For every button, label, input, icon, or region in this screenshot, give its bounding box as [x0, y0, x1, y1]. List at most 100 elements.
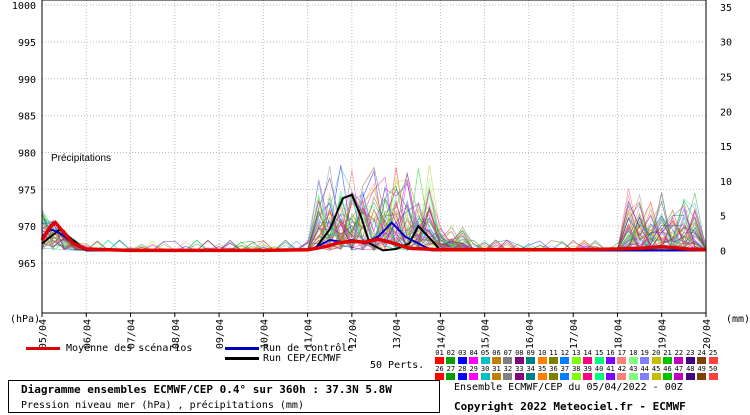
x-tick-label: 16/04: [525, 319, 536, 349]
right-tick-label: 15: [720, 142, 732, 153]
x-tick-label: 17/04: [569, 319, 580, 349]
swatch-03: 03: [458, 349, 467, 357]
swatch-color-33: [514, 373, 524, 380]
swatch-40: 40: [594, 365, 604, 373]
swatch-27: 27: [446, 365, 456, 373]
swatch-44: 44: [640, 365, 649, 373]
copyright: Copyright 2022 Meteociel.fr - ECMWF: [454, 400, 686, 413]
x-tick-label: 06/04: [82, 319, 93, 349]
swatch-color-36: [549, 373, 558, 380]
x-tick-label: 13/04: [392, 319, 403, 349]
swatch-43: 43: [629, 365, 638, 373]
left-tick-label: 990: [18, 75, 36, 86]
chart-grid: [41, 0, 707, 313]
swatch-47: 47: [674, 365, 684, 373]
swatch-color-10: [537, 357, 547, 364]
swatch-color-02: [446, 357, 456, 364]
legend-cep-label: Run CEP/ECMWF: [263, 353, 342, 364]
x-tick-label: 18/04: [613, 319, 624, 349]
swatch-29: 29: [469, 365, 478, 373]
swatch-20: 20: [651, 349, 661, 357]
swatch-38: 38: [572, 365, 581, 373]
right-tick-label: 5: [720, 212, 726, 223]
swatch-34: 34: [526, 365, 535, 373]
swatch-45: 45: [651, 365, 661, 373]
swatch-color-29: [469, 373, 479, 380]
ensemble-mean-line: [40, 220, 707, 253]
swatch-26: 26: [435, 365, 444, 373]
swatch-color-39: [583, 373, 593, 380]
x-tick-label: 20/04: [702, 319, 713, 349]
swatch-color-11: [549, 357, 558, 364]
swatch-30: 30: [480, 365, 490, 373]
swatch-46: 46: [663, 365, 672, 373]
swatch-07: 07: [503, 349, 513, 357]
swatch-color-41: [606, 373, 615, 380]
swatch-color-13: [571, 357, 581, 364]
swatch-color-44: [640, 373, 650, 380]
swatch-15: 15: [594, 349, 604, 357]
swatch-37: 37: [560, 365, 570, 373]
swatch-19: 19: [640, 349, 649, 357]
swatch-24: 24: [697, 349, 706, 357]
swatch-50: 50: [708, 365, 718, 373]
swatch-color-19: [640, 357, 650, 364]
swatch-color-43: [628, 373, 638, 380]
swatch-32: 32: [503, 365, 513, 373]
swatch-color-18: [628, 357, 638, 364]
swatch-14: 14: [583, 349, 592, 357]
swatch-28: 28: [458, 365, 467, 373]
right-axis-unit: (mm): [726, 314, 750, 325]
x-tick-label: 07/04: [127, 319, 138, 349]
legend-control: Run de contrôle: [225, 343, 353, 354]
left-tick-label: 970: [18, 222, 36, 233]
left-tick-label: 985: [18, 112, 36, 123]
x-tick-label: 09/04: [215, 319, 226, 349]
x-tick-label: 08/04: [171, 319, 182, 349]
swatch-color-48: [685, 373, 695, 380]
x-tick-label: 05/04: [38, 319, 49, 349]
run-info: Ensemble ECMWF/CEP du 05/04/2022 - 00Z: [454, 382, 683, 393]
swatch-41: 41: [606, 365, 615, 373]
swatch-color-05: [480, 357, 490, 364]
swatch-color-17: [617, 357, 627, 364]
left-tick-label: 980: [18, 148, 36, 159]
swatch-color-40: [594, 373, 604, 380]
swatch-color-34: [526, 373, 536, 380]
swatch-01: 01: [435, 349, 444, 357]
swatch-color-16: [606, 357, 615, 364]
swatch-color-46: [663, 373, 672, 380]
x-tick-label: 14/04: [436, 319, 447, 349]
legend-mean: Moyenne des scénarios: [26, 343, 192, 354]
swatch-02: 02: [446, 349, 456, 357]
swatch-31: 31: [492, 365, 501, 373]
swatch-color-42: [617, 373, 627, 380]
swatch-09: 09: [526, 349, 535, 357]
chart-title: Diagramme ensembles ECMWF/CEP 0.4° sur 3…: [21, 383, 392, 396]
chart-subtitle: Pression niveau mer (hPa) , précipitatio…: [21, 400, 304, 411]
swatch-25: 25: [708, 349, 718, 357]
swatch-42: 42: [617, 365, 627, 373]
swatch-color-15: [594, 357, 604, 364]
swatch-color-09: [526, 357, 536, 364]
left-tick-label: 995: [18, 38, 36, 49]
legend-control-swatch: [225, 346, 259, 350]
swatch-11: 11: [549, 349, 558, 357]
swatch-23: 23: [686, 349, 695, 357]
swatch-18: 18: [629, 349, 638, 357]
swatch-color-38: [571, 373, 581, 380]
x-tick-label: 19/04: [658, 319, 669, 349]
swatch-color-50: [708, 373, 718, 380]
swatch-12: 12: [560, 349, 570, 357]
right-tick-label: 0: [720, 246, 726, 257]
swatch-08: 08: [515, 349, 524, 357]
right-tick-label: 30: [720, 38, 732, 49]
swatch-48: 48: [686, 365, 695, 373]
x-tick-label: 10/04: [259, 319, 270, 349]
left-axis-unit: (hPa): [10, 314, 40, 325]
swatch-39: 39: [583, 365, 592, 373]
swatch-color-26: [435, 373, 444, 380]
swatch-color-12: [560, 357, 570, 364]
swatch-color-22: [674, 357, 684, 364]
